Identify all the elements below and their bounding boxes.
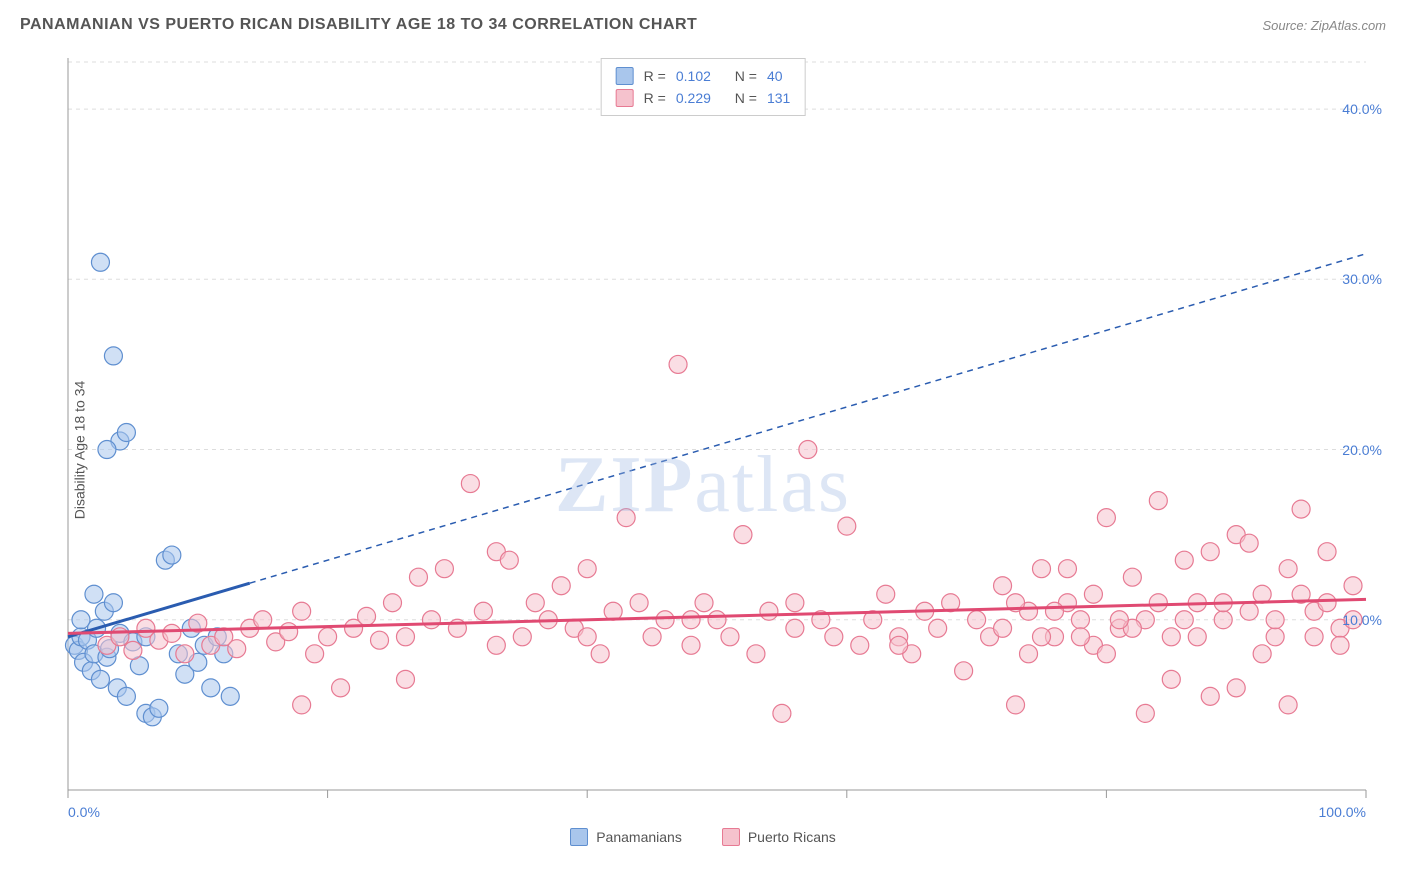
stats-legend: R = 0.102 N = 40 R = 0.229 N = 131 — [601, 58, 806, 116]
x-axis-ticks: 0.0% 100.0% — [68, 804, 1366, 820]
x-max-label: 100.0% — [1319, 804, 1366, 820]
source-label: Source: ZipAtlas.com — [1262, 18, 1386, 33]
y-axis-label: Disability Age 18 to 34 — [71, 381, 87, 520]
legend-series-1: Panamanians — [596, 829, 682, 845]
x-min-label: 0.0% — [68, 804, 100, 820]
chart-title: PANAMANIAN VS PUERTO RICAN DISABILITY AG… — [20, 16, 697, 34]
bottom-legend: Panamanians Puerto Ricans — [20, 828, 1386, 846]
n-value-2: 131 — [767, 90, 790, 106]
r-value-1: 0.102 — [676, 68, 711, 84]
r-value-2: 0.229 — [676, 90, 711, 106]
legend-series-2: Puerto Ricans — [748, 829, 836, 845]
scatter-chart — [20, 50, 1386, 810]
chart-container: Disability Age 18 to 34 ZIPatlas R = 0.1… — [20, 50, 1386, 850]
n-value-1: 40 — [767, 68, 783, 84]
